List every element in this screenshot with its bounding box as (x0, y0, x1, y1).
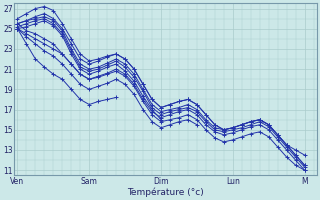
X-axis label: Température (°c): Température (°c) (127, 187, 204, 197)
